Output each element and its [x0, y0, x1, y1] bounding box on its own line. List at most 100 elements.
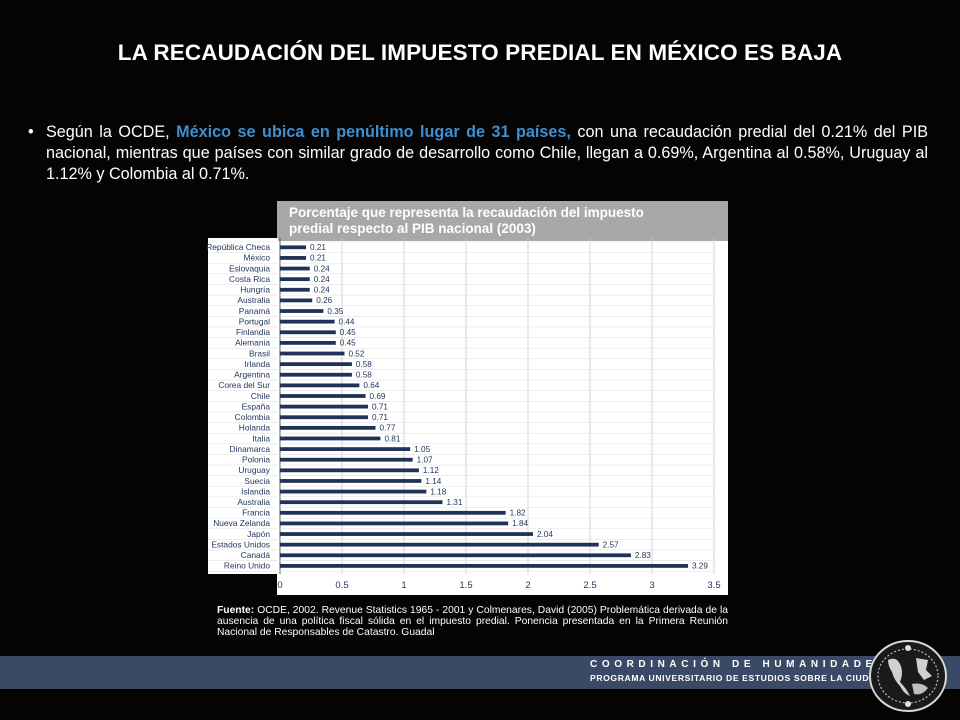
category-label: Chile [251, 391, 270, 401]
bar [280, 510, 506, 515]
value-label: 0.71 [372, 413, 388, 422]
bar [280, 383, 360, 388]
value-label: 0.52 [348, 349, 364, 358]
value-label: 0.24 [314, 264, 330, 273]
value-label: 1.31 [446, 498, 462, 507]
value-label: 0.69 [370, 392, 386, 401]
bar [280, 425, 376, 430]
category-label: Finlandia [236, 327, 270, 337]
value-label: 1.82 [510, 509, 526, 518]
value-label: 0.24 [314, 275, 330, 284]
bar [280, 256, 307, 260]
category-label: Corea del Sur [218, 380, 270, 390]
value-label: 0.21 [310, 243, 326, 252]
bar [280, 500, 443, 505]
chart-panel: Porcentaje que representa la recaudación… [277, 201, 728, 595]
category-label: Uruguay [238, 465, 270, 475]
bar [280, 521, 509, 526]
bar [280, 436, 381, 441]
bar [280, 564, 688, 568]
bar [280, 553, 631, 558]
value-label: 0.35 [327, 307, 343, 316]
category-label: Nueva Zelanda [213, 518, 270, 528]
category-label: Japón [247, 529, 270, 539]
bar-chart: República Checa 0.21 México 0.21 Eslovaquia 0… [206, 238, 721, 591]
bullet-text-before: Según la OCDE, [46, 123, 177, 141]
x-tick-label: 3.5 [707, 580, 720, 591]
value-label: 2.57 [603, 540, 619, 549]
x-tick-label: 3 [649, 580, 654, 591]
bar [280, 542, 599, 547]
value-label: 0.58 [356, 360, 372, 369]
x-tick-label: 2.5 [583, 580, 596, 591]
x-tick-label: 0 [277, 580, 282, 591]
value-label: 1.84 [512, 519, 528, 528]
bar [280, 394, 366, 398]
bullet-paragraph: • Según la OCDE, México se ubica en penú… [28, 122, 928, 185]
bar [280, 479, 422, 483]
category-label: Italia [252, 433, 270, 443]
bar [280, 457, 413, 462]
x-tick-label: 1.5 [459, 580, 472, 591]
value-label: 0.26 [316, 296, 332, 305]
footer-program: PROGRAMA UNIVERSITARIO DE ESTUDIOS SOBRE… [590, 673, 883, 683]
category-label: Dinamarca [230, 444, 271, 454]
bullet-text-after: con una recaudación predial del 0.21% de… [46, 123, 928, 183]
bar [280, 277, 310, 282]
source-note: Fuente: OCDE, 2002. Revenue Statistics 1… [217, 605, 728, 638]
category-label: Holanda [239, 423, 271, 433]
category-label: Portugal [239, 316, 270, 326]
chart-header: Porcentaje que representa la recaudación… [277, 201, 728, 241]
value-label: 2.83 [635, 551, 651, 560]
value-label: 0.44 [339, 317, 355, 326]
value-label: 1.18 [430, 487, 446, 496]
bar [280, 340, 336, 345]
bullet-highlight: México se ubica en penúltimo lugar de 31… [176, 123, 571, 141]
value-label: 0.77 [379, 424, 395, 433]
category-label: Hungría [240, 285, 270, 295]
bar [280, 330, 336, 335]
category-label: Australia [237, 497, 270, 507]
value-label: 0.58 [356, 371, 372, 380]
bar [280, 319, 335, 324]
source-label: Fuente: [217, 605, 255, 616]
chart-title-line2: predial respecto al PIB nacional (2003) [289, 221, 536, 236]
category-label: Alemania [235, 338, 270, 348]
footer-bar [0, 656, 960, 689]
value-label: 0.21 [310, 254, 326, 263]
x-tick-label: 1 [401, 580, 406, 591]
category-label: Estados Unidos [211, 539, 270, 549]
bar [280, 298, 313, 303]
chart-title: Porcentaje que representa la recaudación… [289, 205, 719, 237]
value-label: 2.04 [537, 530, 553, 539]
source-text: OCDE, 2002. Revenue Statistics 1965 - 20… [217, 605, 728, 638]
footer-coordination: COORDINACIÓN DE HUMANIDADES [590, 659, 889, 670]
x-tick-label: 2 [525, 580, 530, 591]
category-label: Costa Rica [229, 274, 270, 284]
category-label: Suecia [244, 476, 270, 486]
category-label: Canadá [241, 550, 271, 560]
category-label: Polonia [242, 455, 270, 465]
bar [280, 447, 411, 451]
slide-title: LA RECAUDACIÓN DEL IMPUESTO PREDIAL EN M… [117, 40, 843, 65]
bar [280, 362, 352, 367]
bar [280, 351, 345, 356]
bullet-dot-icon: • [28, 123, 34, 141]
value-label: 0.45 [340, 339, 356, 348]
category-label: Brasil [249, 348, 270, 358]
category-label: Reino Unido [224, 561, 270, 571]
bar [280, 372, 352, 377]
x-tick-label: 0.5 [335, 580, 348, 591]
category-label: España [242, 401, 271, 411]
category-label: Panamá [239, 306, 271, 316]
bullet-text: Según la OCDE, México se ubica en penúlt… [46, 122, 928, 185]
category-label: México [243, 253, 270, 263]
value-label: 0.24 [314, 286, 330, 295]
bar [280, 245, 307, 250]
bar [280, 404, 369, 409]
bar [280, 309, 324, 313]
value-label: 3.29 [692, 562, 708, 571]
category-label: Francia [242, 508, 270, 518]
bar [280, 415, 369, 420]
